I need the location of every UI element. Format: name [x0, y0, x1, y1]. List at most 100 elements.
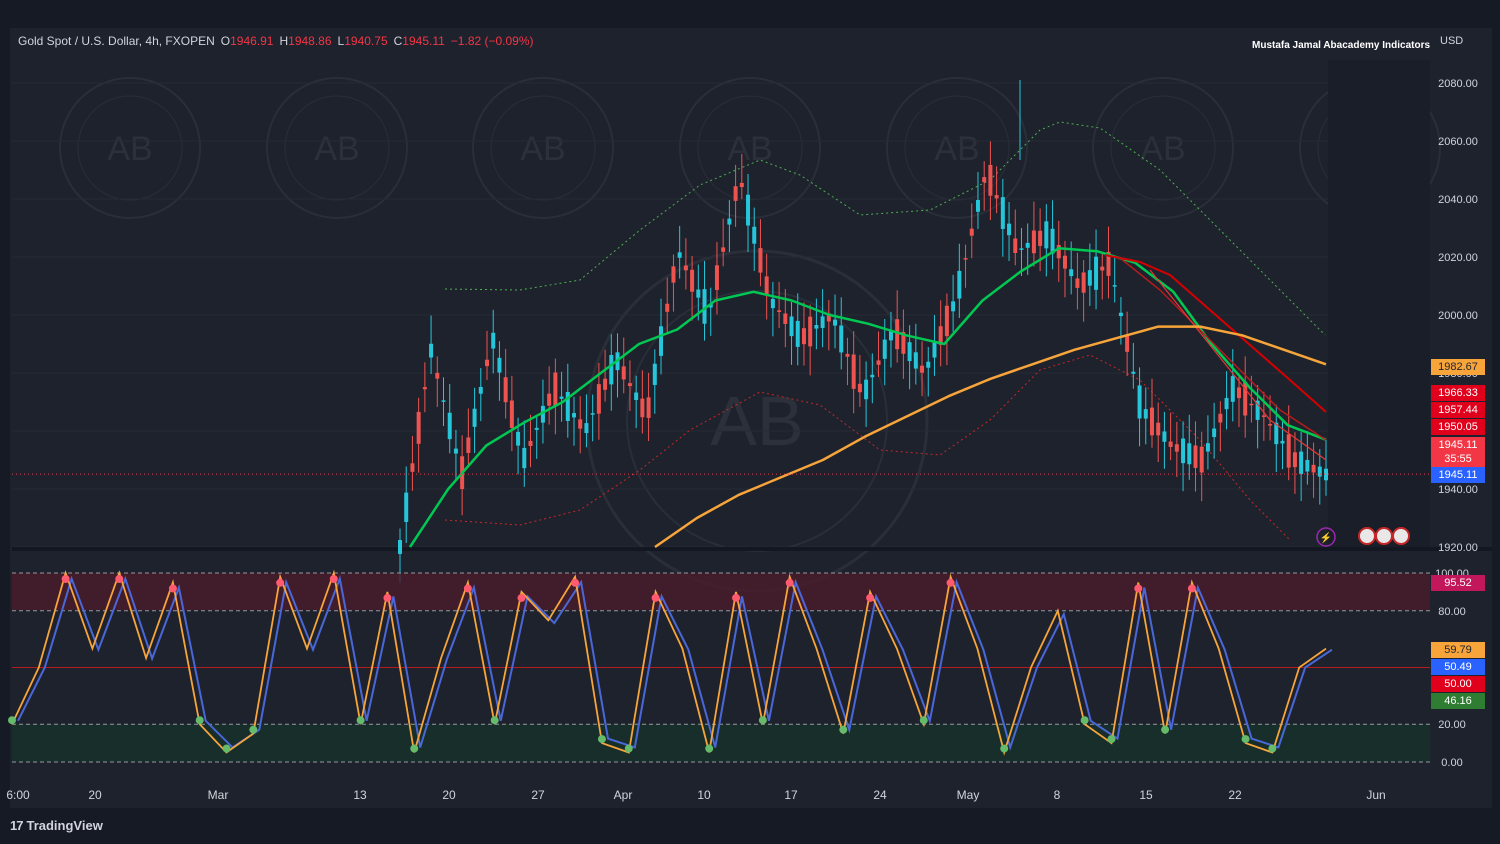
candle-body — [1062, 255, 1067, 269]
candle-body — [1081, 272, 1086, 293]
candle-body — [795, 320, 800, 347]
price-tag-ema200: 1982.67 — [1431, 359, 1485, 375]
signal-dot-buy — [758, 716, 767, 725]
candle-body — [789, 316, 794, 337]
signal-dot-sell — [115, 575, 124, 583]
signal-dot-buy — [839, 725, 848, 734]
candle-body — [640, 398, 645, 418]
candle-body — [1125, 335, 1130, 352]
candle-body — [801, 328, 806, 345]
candle-body — [882, 339, 887, 359]
candle-body — [708, 303, 713, 308]
candle-body — [1019, 248, 1024, 250]
open-value: 1946.91 — [230, 34, 274, 48]
low-label: L — [337, 34, 345, 48]
signal-dot-buy — [705, 744, 714, 753]
candle-body — [466, 437, 471, 453]
signal-dot-sell — [785, 578, 794, 587]
candle-body — [1044, 221, 1049, 249]
x-tick-label: Mar — [208, 788, 229, 802]
band-lower — [444, 354, 1291, 541]
candle-body — [677, 252, 682, 258]
candle-body — [503, 377, 508, 403]
candle-body — [1069, 269, 1074, 277]
candle-body — [1324, 468, 1328, 481]
currency-label[interactable]: USD — [1440, 35, 1464, 47]
candle-body — [1143, 409, 1148, 419]
future-area — [1328, 60, 1430, 548]
candle-body — [1181, 438, 1186, 464]
low-value: 1940.75 — [344, 34, 388, 48]
candle-body — [746, 194, 751, 226]
candle-body — [820, 316, 825, 328]
candle-body — [1025, 242, 1030, 248]
candle-body — [652, 363, 657, 385]
brand-label: TradingView — [26, 818, 103, 833]
watermark-ring-inner — [904, 95, 1010, 201]
osc-tag-d: 50.49 — [1431, 659, 1485, 675]
candle-body — [783, 313, 788, 324]
tradingview-brand[interactable]: 17 TradingView — [10, 818, 103, 833]
candle-body — [1162, 431, 1167, 442]
candle-body — [777, 310, 782, 312]
osc-y-tick-label: 20.00 — [1438, 719, 1466, 731]
candle-body — [478, 386, 483, 394]
candle-body — [1292, 452, 1297, 468]
candle-body — [963, 258, 968, 260]
symbol-title: Gold Spot / U.S. Dollar, 4h, FXOPEN — [18, 34, 215, 48]
oversold-zone — [12, 724, 1430, 762]
watermark-text: AB — [314, 130, 359, 168]
candle-body — [752, 226, 757, 244]
watermark-text: AB — [520, 130, 565, 168]
candle-body — [659, 326, 664, 356]
candle-body — [1243, 381, 1248, 416]
candle-body — [609, 355, 614, 385]
candle-body — [1305, 459, 1310, 472]
signal-dot-buy — [624, 744, 633, 753]
signal-dot-sell — [651, 593, 660, 602]
candle-body — [870, 374, 875, 378]
candle-body — [578, 419, 583, 429]
price-tag-current: 1945.11 — [1431, 467, 1485, 483]
high-label: H — [279, 34, 289, 48]
candle-body — [516, 431, 521, 446]
ema-bearish-line-3 — [1149, 269, 1327, 461]
candle-body — [540, 405, 545, 423]
candle-body — [621, 366, 626, 380]
signal-dot-sell — [168, 584, 177, 593]
candle-body — [938, 326, 943, 345]
candle-body — [1236, 387, 1241, 399]
candle-body — [895, 319, 900, 350]
candle-body — [702, 289, 707, 324]
signal-dot-buy — [410, 744, 419, 753]
watermark-ring — [1092, 77, 1234, 219]
y-tick-label: 1940.00 — [1438, 484, 1478, 496]
candle-body — [845, 353, 850, 357]
watermark-text: AB — [934, 130, 979, 168]
candle-body — [1050, 228, 1055, 254]
signal-dot-sell — [517, 593, 526, 602]
candle-body — [814, 325, 819, 329]
candle-body — [764, 276, 769, 295]
watermark-ring-inner — [284, 95, 390, 201]
candle-body — [988, 164, 993, 196]
candle-body — [1118, 312, 1123, 317]
candle-body — [398, 540, 402, 554]
candle-body — [826, 313, 831, 322]
candle-body — [485, 359, 490, 367]
candle-body — [1106, 251, 1111, 276]
candle-body — [683, 265, 688, 271]
symbol-header: Gold Spot / U.S. Dollar, 4h, FXOPEN O1946… — [18, 34, 540, 48]
x-tick-label: Jun — [1366, 788, 1385, 802]
x-tick-label: 15 — [1139, 788, 1153, 802]
candle-body — [603, 378, 608, 390]
candle-body — [864, 379, 869, 400]
signal-dot-buy — [597, 735, 606, 744]
candle-body — [1268, 424, 1273, 426]
candle-body — [1212, 428, 1217, 437]
candle-body — [634, 392, 639, 400]
candle-body — [1056, 245, 1061, 259]
watermark-ring-inner — [490, 95, 596, 201]
candle-body — [690, 269, 695, 292]
